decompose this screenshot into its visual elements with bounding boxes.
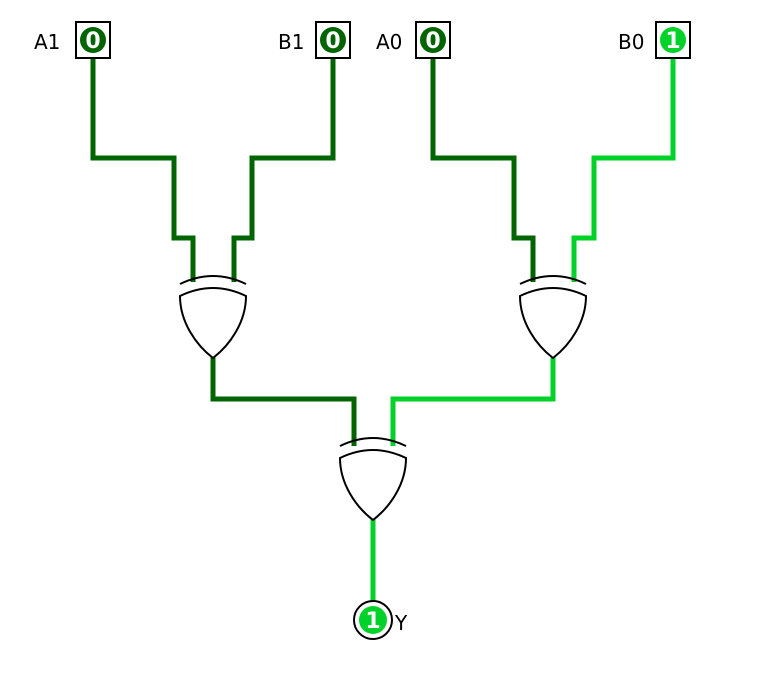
input-pin-b1[interactable]: B1 0 [278, 21, 351, 59]
input-value-b0: 1 [665, 29, 680, 54]
wire-gate2-output [390, 356, 556, 446]
wire-b1 [231, 58, 336, 282]
input-value-b1: 0 [325, 29, 340, 54]
input-value-a1: 0 [85, 29, 100, 54]
input-pin-b0[interactable]: B0 1 [618, 21, 691, 59]
wire-b0 [571, 58, 676, 282]
xor-gate-1[interactable] [178, 275, 248, 360]
output-value-y: 1 [365, 609, 380, 634]
wire-a1 [90, 58, 196, 282]
input-label-a0: A0 [376, 30, 402, 54]
wire-gate1-output [210, 356, 357, 446]
input-label-b0: B0 [618, 30, 644, 54]
input-label-a1: A1 [34, 30, 60, 54]
xor-gate-3[interactable] [338, 437, 408, 522]
output-label-y: Y [394, 611, 408, 635]
input-value-a0: 0 [425, 29, 440, 54]
input-pin-a0[interactable]: A0 0 [376, 21, 451, 59]
input-label-b1: B1 [278, 30, 304, 54]
wire-a0 [430, 58, 536, 282]
xor-gate-2[interactable] [518, 275, 588, 360]
output-pin-y: 1 Y [353, 600, 408, 640]
input-pin-a1[interactable]: A1 0 [34, 21, 111, 59]
